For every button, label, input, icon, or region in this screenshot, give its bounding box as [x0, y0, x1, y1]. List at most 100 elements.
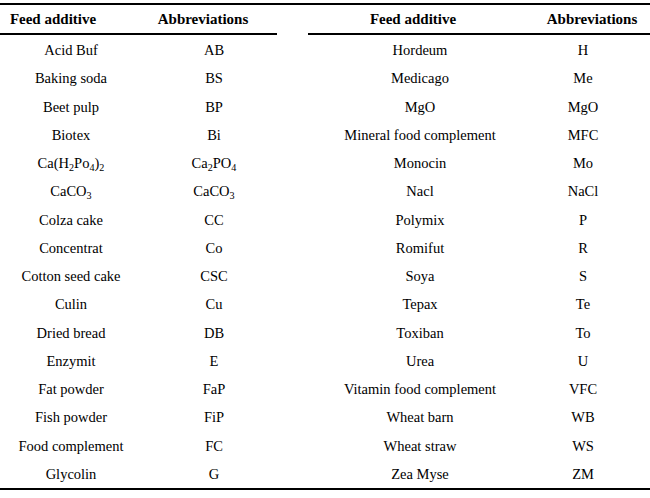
table-row: Concentrat Co — [0, 234, 278, 262]
feed-additive-cell: Concentrat — [39, 239, 103, 256]
left-table-header-underline — [0, 33, 277, 35]
feed-additive-cell: Urea — [406, 352, 434, 369]
abbreviation-cell: Cu — [206, 296, 223, 313]
feed-additive-cell: Toxiban — [396, 324, 443, 341]
feed-additive-cell: Baking soda — [35, 70, 107, 87]
table-row: Polymix P — [308, 206, 650, 234]
abbreviation-cell: S — [579, 268, 587, 285]
abbreviation-cell: AB — [204, 42, 224, 59]
feed-additive-cell: Fat powder — [38, 381, 104, 398]
abbreviation-cell: WB — [571, 409, 594, 426]
table-row: Enzymit E — [0, 347, 278, 375]
table-row: Acid Buf AB — [0, 36, 278, 64]
feed-additive-cell: Fish powder — [35, 409, 107, 426]
abbreviation-cell: ZM — [572, 465, 594, 482]
abbreviation-cell: U — [578, 352, 588, 369]
feed-additive-cell: Polymix — [395, 211, 444, 228]
table-row: Hordeum H — [308, 36, 650, 64]
right-table-body: Hordeum H Medicago Me MgO MgO Mineral food com… — [308, 36, 650, 488]
abbreviation-cell: R — [578, 239, 588, 256]
table-row: Beet pulp BP — [0, 93, 278, 121]
feed-additive-cell: Colza cake — [39, 211, 103, 228]
table-row: GlycolinG — [0, 460, 278, 488]
feed-additive-cell: Monocin — [394, 155, 446, 172]
feed-additive-cell: Food complement — [18, 437, 123, 454]
feed-additive-cell: Zea Myse — [391, 465, 449, 482]
feed-additive-cell: Vitamin food complement — [344, 381, 496, 398]
feed-additive-cell: Beet pulp — [43, 98, 99, 115]
abbreviation-cell: MFC — [568, 126, 599, 143]
feed-additive-cell: Dried bread — [37, 324, 106, 341]
feed-additive-cell: Nacl — [406, 183, 433, 200]
table-row: Biotex Bi — [0, 121, 278, 149]
abbreviation-cell: WS — [572, 437, 594, 454]
table-row: MonocinMo — [308, 149, 650, 177]
feed-additive-cell: Mineral food complement — [344, 126, 495, 143]
feed-additive-cell: MgO — [405, 98, 436, 115]
abbreviation-cell: H — [578, 42, 588, 59]
table-row: Romifut R — [308, 234, 650, 262]
abbreviation-cell: NaCl — [568, 183, 599, 200]
table-row: Baking sodaBS — [0, 64, 278, 92]
table-row: Wheat barn WB — [308, 403, 650, 431]
abbreviation-cell: To — [575, 324, 590, 341]
abbreviation-cell: E — [210, 352, 219, 369]
abbreviation-cell: Me — [573, 70, 592, 87]
abbreviation-cell: CaCO3 — [193, 183, 234, 200]
abbreviation-cell: P — [579, 211, 587, 228]
feed-additive-cell: Biotex — [52, 126, 91, 143]
table-row: Wheat straw WS — [308, 432, 650, 460]
abbreviation-cell: MgO — [568, 98, 599, 115]
table-row: Mineral food complement MFC — [308, 121, 650, 149]
table-row: Vitamin food complement VFC — [308, 375, 650, 403]
right-table-header-underline — [308, 33, 650, 35]
feed-additive-cell: Acid Buf — [44, 42, 98, 59]
abbreviation-cell: FiP — [204, 409, 224, 426]
table-row: Medicago Me — [308, 64, 650, 92]
feed-additive-cell: Cotton seed cake — [21, 268, 120, 285]
table-row: CaCO3 CaCO3 — [0, 177, 278, 205]
table-row: Zea Myse ZM — [308, 460, 650, 488]
table-row: Soya S — [308, 262, 650, 290]
feed-additive-cell: Wheat barn — [386, 409, 453, 426]
table-row: Ca(H2Po4)2 Ca2PO4 — [0, 149, 278, 177]
feed-additive-cell: Culin — [55, 296, 87, 313]
feed-additive-cell: CaCO3 — [50, 183, 91, 200]
abbreviation-cell: Ca2PO4 — [192, 155, 237, 172]
abbreviation-cell: DB — [204, 324, 224, 341]
table-row: Urea U — [308, 347, 650, 375]
table-row: TepaxTe — [308, 290, 650, 318]
feed-additive-cell: Enzymit — [46, 352, 95, 369]
right-table-header-abbreviations: Abbreviations — [547, 11, 638, 28]
abbreviation-cell: CC — [204, 211, 223, 228]
feed-additive-cell: Tepax — [402, 296, 437, 313]
left-table-body: Acid Buf AB Baking sodaBS Beet pulp BP Biotex… — [0, 36, 278, 488]
table-row: Cotton seed cakeCSC — [0, 262, 278, 290]
feed-additive-cell: Hordeum — [393, 42, 448, 59]
abbreviation-cell: Bi — [207, 126, 221, 143]
feed-additive-cell: Glycolin — [46, 465, 97, 482]
feed-additives-abbreviations-page: Feed additive Abbreviations Feed additiv… — [0, 0, 650, 498]
left-table-header-feed-additive: Feed additive — [10, 11, 96, 28]
table-bottom-rule — [0, 488, 650, 490]
table-row: Culin Cu — [0, 290, 278, 318]
abbreviation-cell: FaP — [203, 381, 226, 398]
table-row: Dried bread DB — [0, 319, 278, 347]
feed-additive-cell: Ca(H2Po4)2 — [38, 155, 105, 172]
table-row: Toxiban To — [308, 319, 650, 347]
table-row: Food complement FC — [0, 432, 278, 460]
abbreviation-cell: Co — [206, 239, 223, 256]
left-table-header-abbreviations: Abbreviations — [158, 11, 249, 28]
feed-additive-cell: Romifut — [396, 239, 444, 256]
table-row: Nacl NaCl — [308, 177, 650, 205]
abbreviation-cell: FC — [205, 437, 223, 454]
table-row: Colza cake CC — [0, 206, 278, 234]
table-top-rule — [0, 3, 650, 5]
table-row: Fish powder FiP — [0, 403, 278, 431]
abbreviation-cell: VFC — [569, 381, 597, 398]
feed-additive-cell: Medicago — [391, 70, 449, 87]
abbreviation-cell: BP — [205, 98, 223, 115]
feed-additive-cell: Soya — [406, 268, 435, 285]
feed-additive-cell: Wheat straw — [384, 437, 457, 454]
right-table-header-feed-additive: Feed additive — [370, 11, 456, 28]
